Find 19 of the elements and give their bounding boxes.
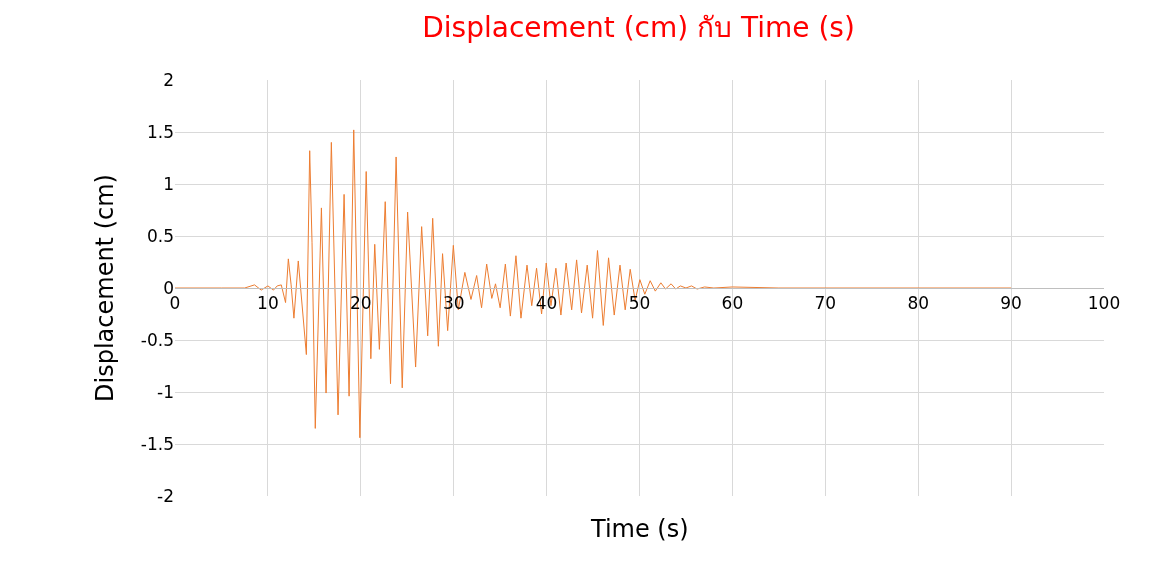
x-axis-title: Time (s) [590,515,689,543]
y-tick-label: 0.5 [146,225,174,246]
y-axis-title: Displacement (cm) [90,174,119,402]
y-tick-label: -1.5 [140,433,174,454]
x-tick-label: 100 [1087,293,1121,314]
x-tick-label: 50 [628,293,651,314]
x-tick-label: 10 [257,293,279,314]
x-tick-label: 90 [1000,293,1022,314]
y-tick-label: 1 [163,173,174,194]
x-tick-label: 60 [721,293,744,314]
x-tick-label: 70 [814,293,837,314]
y-tick-label: 2 [163,69,174,90]
x-tick-label: 80 [907,293,930,314]
y-tick-label: 1.5 [146,121,174,142]
chart-title: Displacement (cm) กับ Time (s) [422,11,855,45]
x-tick-label: 40 [535,293,558,314]
y-tick-label: -1 [157,381,174,402]
y-tick-label: -2 [157,485,174,506]
y-tick-label: -0.5 [140,329,174,350]
